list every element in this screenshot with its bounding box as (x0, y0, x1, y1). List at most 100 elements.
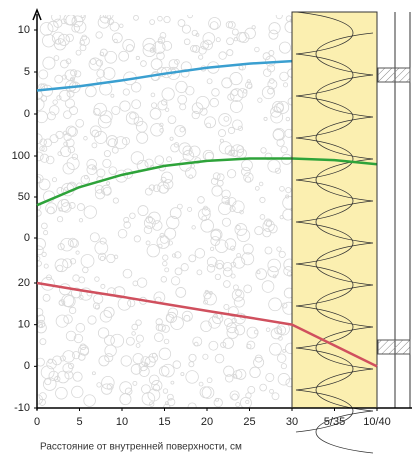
pebble (68, 362, 75, 370)
pebble (138, 361, 149, 372)
pebble (99, 48, 108, 57)
pebble (40, 365, 55, 380)
y-tick-label: -10 (14, 402, 30, 414)
pebble (144, 187, 153, 196)
pebble (104, 353, 114, 363)
pebble (123, 216, 130, 223)
pebble (83, 205, 97, 219)
pebble (166, 156, 173, 163)
pebble (218, 51, 227, 60)
pebble (282, 348, 287, 353)
pebble (230, 273, 236, 279)
pebble (57, 151, 63, 156)
pebble (280, 363, 287, 370)
pebble (157, 15, 163, 22)
pebble (201, 206, 211, 216)
pebble (182, 149, 195, 162)
pebble (149, 47, 156, 53)
pebble (269, 342, 282, 356)
y-tick-label: 5 (24, 66, 30, 78)
pebble (149, 107, 162, 120)
pebble (68, 202, 76, 209)
pebble (199, 107, 208, 116)
pebble (231, 89, 239, 97)
pebble (187, 15, 193, 19)
pebble (174, 251, 182, 259)
pebble (52, 177, 57, 183)
pebble (188, 174, 193, 179)
pebble (285, 378, 292, 388)
pebble (143, 225, 153, 235)
pebble (268, 223, 278, 234)
pebble (63, 133, 72, 142)
insulation-pattern (295, 11, 374, 454)
wave (295, 389, 354, 433)
pebble (39, 338, 47, 346)
pebble (212, 172, 221, 180)
pebble (137, 205, 149, 216)
pebble (100, 283, 106, 289)
pebble (130, 363, 142, 375)
pebble (188, 353, 197, 362)
pebble (254, 226, 264, 236)
pebble (37, 394, 43, 405)
pebble (151, 380, 163, 392)
pebble (37, 260, 42, 267)
pebble (39, 153, 50, 163)
data-line (36, 281, 378, 368)
pebble (127, 299, 136, 308)
pebble (163, 338, 170, 345)
pebble (185, 86, 195, 96)
pebble (38, 398, 46, 406)
pebble (146, 244, 160, 258)
x-tick-label: 0 (34, 416, 40, 428)
pebble (56, 216, 64, 223)
pebble (80, 346, 90, 356)
pebble (262, 219, 275, 233)
pebble (68, 306, 77, 315)
pebble (154, 155, 165, 165)
pebble (203, 299, 208, 305)
pebble (170, 143, 180, 153)
pebble (268, 297, 282, 312)
pebble (243, 284, 253, 294)
pebble (104, 334, 115, 346)
y-tick-label: 50 (18, 191, 30, 203)
pebble (110, 93, 115, 98)
pebble (42, 56, 56, 70)
pebble (232, 200, 245, 214)
pebble (169, 136, 174, 141)
pebble (63, 141, 69, 147)
pebble (190, 163, 195, 169)
pebble (125, 111, 140, 125)
pebble (118, 50, 130, 62)
pebble (160, 276, 168, 283)
pebble (133, 235, 141, 243)
pebble (157, 100, 168, 111)
pebble (65, 33, 74, 43)
pebble (57, 199, 71, 212)
pebble (99, 255, 106, 262)
pebble (157, 38, 163, 44)
pebble (271, 392, 280, 401)
pebble (89, 58, 97, 65)
axis-arrow (32, 7, 42, 21)
pebble (161, 87, 175, 101)
pebble (99, 110, 113, 124)
pebble (94, 241, 109, 255)
pebble (243, 172, 254, 183)
pebble (135, 120, 148, 133)
pebble (37, 209, 42, 217)
pebble (63, 295, 76, 308)
pebble (233, 296, 245, 308)
pebble (117, 297, 132, 311)
pebble (81, 34, 88, 41)
wave (315, 32, 374, 76)
pebble (91, 129, 100, 138)
pebble (77, 353, 86, 361)
pebble (193, 341, 199, 347)
pebble (245, 399, 250, 405)
pebble (283, 287, 292, 299)
insulation (291, 11, 378, 409)
pebble (267, 79, 278, 90)
